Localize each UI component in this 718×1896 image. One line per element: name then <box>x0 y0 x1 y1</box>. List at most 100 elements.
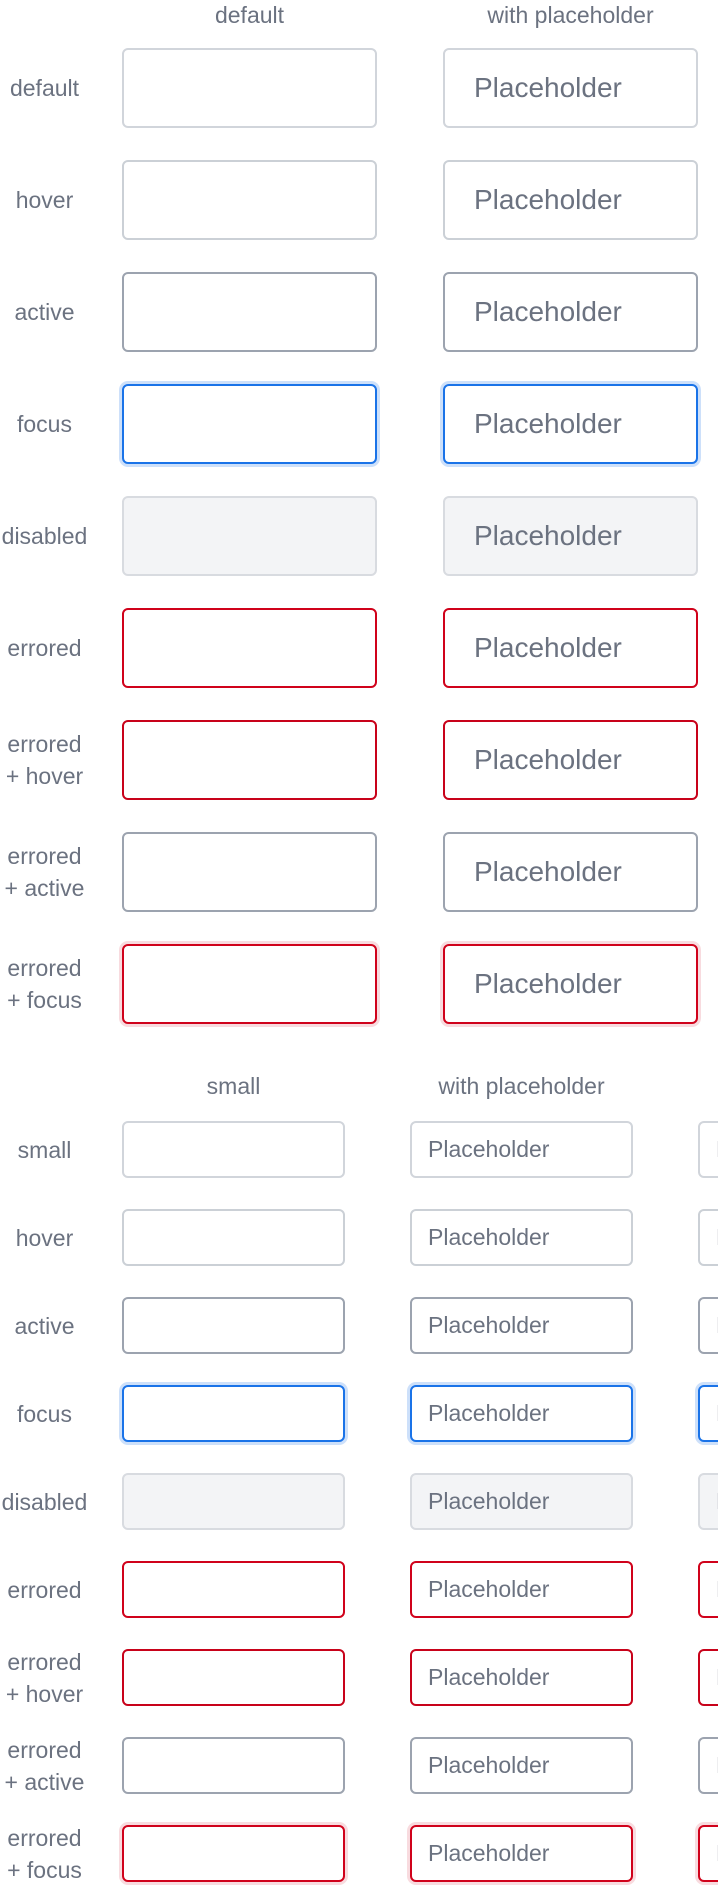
row-label-large-disabled: disabled <box>0 496 89 576</box>
placeholder-text: Placeholder <box>428 1224 550 1250</box>
small-input-errored-hover-with-placeholder[interactable]: Placeholder <box>410 1649 633 1706</box>
small-input-errored-focus-empty[interactable] <box>122 1825 345 1882</box>
large-input-active-empty[interactable] <box>122 272 377 352</box>
small-input-errored-empty[interactable] <box>122 1561 345 1618</box>
placeholder-text: Placeholder <box>474 184 622 215</box>
row-label-line: hover <box>15 187 74 213</box>
placeholder-text: Placeholder <box>716 1488 718 1515</box>
placeholder-text: Placeholder <box>474 968 622 999</box>
small-input-focus-with-placeholder[interactable]: Placeholder <box>698 1385 718 1442</box>
row-label-small-errored-hover: errored + hover <box>0 1648 89 1707</box>
row-label-line: errored <box>7 1648 82 1675</box>
row-label-line: disabled <box>1 523 88 549</box>
placeholder-text: Placeholder <box>474 72 622 103</box>
row-label-large-errored-active: errored + active <box>0 832 89 912</box>
row-label-line: active <box>14 299 75 325</box>
placeholder-text: Placeholder <box>428 1840 550 1866</box>
placeholder-text: Placeholder <box>428 1488 550 1514</box>
row-label-line: errored <box>7 1736 82 1763</box>
placeholder-text: Placeholder <box>474 632 622 663</box>
large-input-errored-hover-empty[interactable] <box>122 720 377 800</box>
small-input-errored-focus-with-placeholder[interactable]: Placeholder <box>410 1825 633 1882</box>
large-input-default-with-placeholder[interactable]: Placeholder <box>443 48 698 128</box>
row-label-line: + hover <box>5 763 84 789</box>
row-label-small-errored: errored <box>0 1561 89 1618</box>
row-label-large-hover: hover <box>0 160 89 240</box>
small-input-focus-empty[interactable] <box>122 1385 345 1442</box>
row-label-line: + active <box>4 875 85 901</box>
row-label-line: focus <box>17 1400 72 1427</box>
row-label-small-errored-focus: errored + focus <box>0 1825 89 1883</box>
placeholder-text: Placeholder <box>474 520 622 551</box>
placeholder-text: Placeholder <box>428 1752 550 1778</box>
placeholder-text: Placeholder <box>474 744 622 775</box>
large-input-errored-active-empty[interactable] <box>122 832 377 912</box>
small-input-hover-with-placeholder[interactable]: Placeholder <box>410 1209 633 1266</box>
row-label-line: default <box>9 75 80 101</box>
small-input-hover-with-placeholder[interactable]: Placeholder <box>698 1209 718 1266</box>
large-input-errored-focus-empty[interactable] <box>122 944 377 1024</box>
placeholder-text: Placeholder <box>716 1224 718 1251</box>
large-input-focus-empty[interactable] <box>122 384 377 464</box>
row-label-line: errored <box>7 1576 82 1603</box>
large-input-hover-empty[interactable] <box>122 160 377 240</box>
row-label-small-default: small <box>0 1121 89 1178</box>
column-header-large-2: with placeholder <box>487 2 654 28</box>
row-label-line: + focus <box>7 1856 82 1883</box>
column-header-large-1: default <box>214 2 285 28</box>
large-input-errored-empty[interactable] <box>122 608 377 688</box>
column-header-small-2: with placeholder <box>438 1073 605 1099</box>
placeholder-text: Placeholder <box>474 408 622 439</box>
row-label-small-focus: focus <box>0 1385 89 1442</box>
large-input-focus-with-placeholder[interactable]: Placeholder <box>443 384 698 464</box>
large-input-disabled-empty <box>122 496 377 576</box>
large-input-errored-active-with-placeholder[interactable]: Placeholder <box>443 832 698 912</box>
row-label-large-errored-focus: errored + focus <box>0 944 89 1024</box>
row-label-line: hover <box>15 1224 74 1251</box>
small-input-focus-with-placeholder[interactable]: Placeholder <box>410 1385 633 1442</box>
row-label-line: small <box>17 1136 72 1163</box>
small-input-active-with-placeholder[interactable]: Placeholder <box>698 1297 718 1354</box>
large-input-errored-hover-with-placeholder[interactable]: Placeholder <box>443 720 698 800</box>
row-label-large-active: active <box>0 272 89 352</box>
small-input-active-with-placeholder[interactable]: Placeholder <box>410 1297 633 1354</box>
placeholder-text: Placeholder <box>428 1576 550 1602</box>
placeholder-text: Placeholder <box>716 1400 718 1427</box>
row-label-line: focus <box>17 411 72 437</box>
row-label-line: errored <box>7 843 82 869</box>
small-input-disabled-with-placeholder: Placeholder <box>698 1473 718 1530</box>
small-input-errored-with-placeholder[interactable]: Placeholder <box>698 1561 718 1618</box>
row-label-line: + focus <box>7 987 82 1013</box>
placeholder-text: Placeholder <box>428 1136 550 1162</box>
placeholder-text: Placeholder <box>428 1664 550 1690</box>
row-label-small-hover: hover <box>0 1209 89 1266</box>
large-input-active-with-placeholder[interactable]: Placeholder <box>443 272 698 352</box>
row-label-large-default: default <box>0 48 89 128</box>
large-input-errored-focus-with-placeholder[interactable]: Placeholder <box>443 944 698 1024</box>
large-input-default-empty[interactable] <box>122 48 377 128</box>
small-input-default-with-placeholder[interactable]: Placeholder <box>698 1121 718 1178</box>
placeholder-text: Placeholder <box>716 1752 718 1779</box>
small-input-errored-focus-with-placeholder[interactable]: Placeholder <box>698 1825 718 1882</box>
placeholder-text: Placeholder <box>428 1400 550 1426</box>
large-input-hover-with-placeholder[interactable]: Placeholder <box>443 160 698 240</box>
row-label-small-errored-active: errored + active <box>0 1736 89 1795</box>
column-header-small-1: small <box>206 1073 261 1099</box>
small-input-default-empty[interactable] <box>122 1121 345 1178</box>
small-input-disabled-with-placeholder: Placeholder <box>410 1473 633 1530</box>
small-input-errored-hover-with-placeholder[interactable]: Placeholder <box>698 1649 718 1706</box>
small-input-hover-empty[interactable] <box>122 1209 345 1266</box>
small-input-errored-active-empty[interactable] <box>122 1737 345 1794</box>
placeholder-text: Placeholder <box>716 1312 718 1339</box>
small-input-default-with-placeholder[interactable]: Placeholder <box>410 1121 633 1178</box>
small-input-errored-with-placeholder[interactable]: Placeholder <box>410 1561 633 1618</box>
small-input-errored-active-with-placeholder[interactable]: Placeholder <box>698 1737 718 1794</box>
placeholder-text: Placeholder <box>474 856 622 887</box>
small-input-errored-hover-empty[interactable] <box>122 1649 345 1706</box>
large-input-errored-with-placeholder[interactable]: Placeholder <box>443 608 698 688</box>
small-input-errored-active-with-placeholder[interactable]: Placeholder <box>410 1737 633 1794</box>
placeholder-text: Placeholder <box>716 1840 718 1867</box>
small-input-active-empty[interactable] <box>122 1297 345 1354</box>
row-label-line: errored <box>7 731 82 757</box>
